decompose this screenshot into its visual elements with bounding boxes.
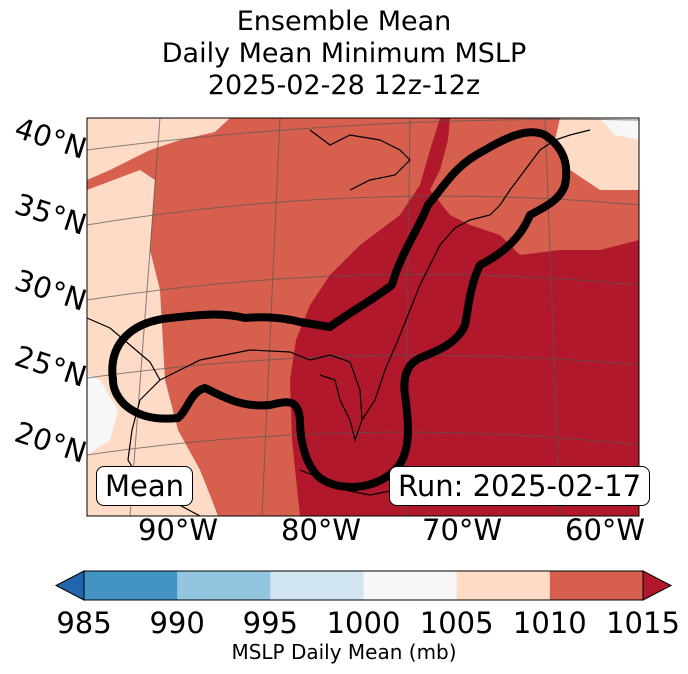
pressure-field-1005-north [87,118,230,180]
pressure-field-1005-northeast [555,118,639,190]
colorbar-bin [363,571,458,600]
title-line-2: Daily Mean Minimum MSLP [161,38,527,69]
colorbar-bin [456,571,551,600]
colorbar-tick-label: 1010 [512,606,587,640]
title-line-1: Ensemble Mean [236,6,452,37]
mean-label: Mean [96,466,194,506]
colorbar-tick-label: 995 [242,606,299,640]
colorbar-frame [83,570,644,601]
pressure-field-1000-west [87,375,118,455]
lon-label-80w: 80°W [281,513,362,547]
colorbar [54,570,673,601]
lon-label-70w: 70°W [422,513,503,547]
cone-outline [108,128,571,491]
colorbar-tick-label: 1015 [606,606,680,640]
title-line-3: 2025-02-28 12z-12z [207,70,481,101]
colorbar-under-arrow [54,570,85,601]
colorbar-tick-label: 1000 [326,606,401,640]
colorbar-tick-label: 990 [149,606,205,640]
colorbar-over-arrow [642,570,673,601]
colorbar-tick-label: 1005 [419,606,494,640]
colorbar-label: MSLP Daily Mean (mb) [231,640,457,664]
colorbar-tick-label: 985 [56,606,112,640]
lon-label-60w: 60°W [565,513,646,547]
colorbar-bin [549,571,644,600]
colorbar-bin [270,571,364,600]
colorbar-bins [84,571,644,600]
map-frame [86,117,640,517]
colorbar-bin [84,571,178,600]
lon-label-90w: 90°W [138,513,219,547]
colorbar-bin [177,571,271,600]
pressure-field-1005-west [87,170,218,516]
pressure-field-1000-corner [600,118,639,140]
run-label: Run: 2025-02-17 [389,466,651,506]
